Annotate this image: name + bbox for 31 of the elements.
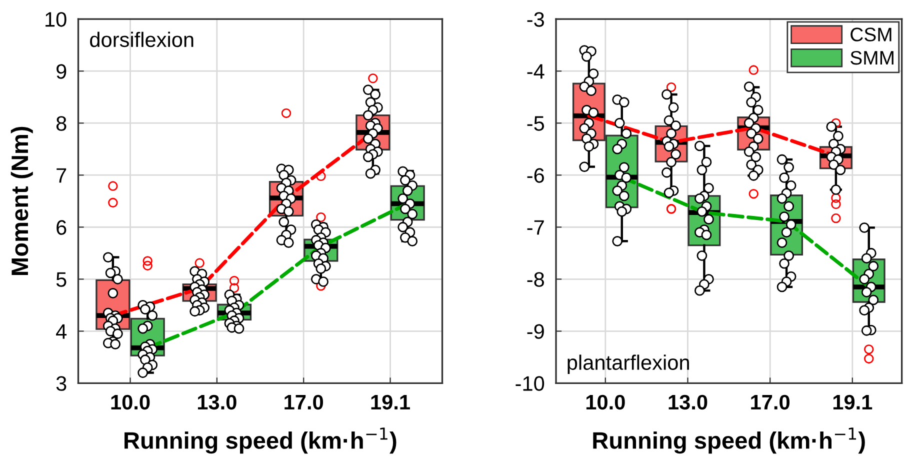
x-tick-label: 10.0 <box>586 394 625 410</box>
y-tick-label: 7 <box>56 168 66 183</box>
y-tick-label: -8 <box>527 272 544 287</box>
y-tick-label: 3 <box>56 376 66 391</box>
y-tick-label: -3 <box>527 12 544 27</box>
y-tick-label: -4 <box>527 64 544 79</box>
y-tick-label: -5 <box>527 116 544 131</box>
x-axis-title: Running speed (km·h$^{−1}$) <box>593 428 865 454</box>
y-tick-label: -9 <box>527 324 544 339</box>
x-tick-label: 17.0 <box>751 394 790 410</box>
x-tick-label: 17.0 <box>284 394 324 410</box>
x-tick-label: 13.0 <box>198 394 236 410</box>
x-tick-label: 10.0 <box>111 394 150 410</box>
y-axis-title: Moment (Nm) <box>10 126 33 275</box>
y-tick-label: 9 <box>56 64 66 79</box>
y-tick-label: 6 <box>56 220 66 235</box>
x-axis-title: Running speed (km·h$^{−1}$) <box>124 428 396 454</box>
y-tick-label: -6 <box>527 168 544 183</box>
y-tick-label: 8 <box>56 116 66 131</box>
y-tick-label: 4 <box>56 324 67 339</box>
annotation: plantarflexion <box>568 354 689 374</box>
legend-label: SMM <box>850 50 894 65</box>
y-tick-label: 10 <box>46 12 66 27</box>
x-tick-label: 19.1 <box>371 394 410 410</box>
x-tick-label: 19.1 <box>833 394 872 410</box>
y-tick-label: -7 <box>527 220 544 235</box>
x-tick-label: 13.0 <box>668 394 708 410</box>
annotation: dorsiflexion <box>90 32 194 48</box>
y-tick-label: 5 <box>56 272 66 287</box>
legend-label: CSM <box>850 28 892 42</box>
y-tick-label: -10 <box>516 376 544 391</box>
